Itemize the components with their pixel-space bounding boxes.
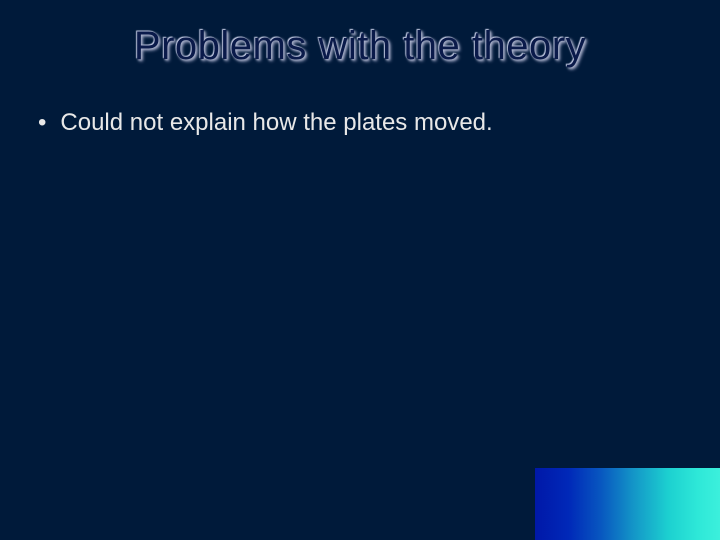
slide-container: Problems with the theory • Could not exp… xyxy=(0,0,720,540)
slide-title: Problems with the theory xyxy=(0,0,720,69)
bullet-marker: • xyxy=(30,107,46,138)
slide-body: • Could not explain how the plates moved… xyxy=(0,69,720,138)
bullet-text: Could not explain how the plates moved. xyxy=(60,107,492,138)
bullet-item: • Could not explain how the plates moved… xyxy=(30,107,690,138)
corner-accent-decoration xyxy=(535,468,720,540)
